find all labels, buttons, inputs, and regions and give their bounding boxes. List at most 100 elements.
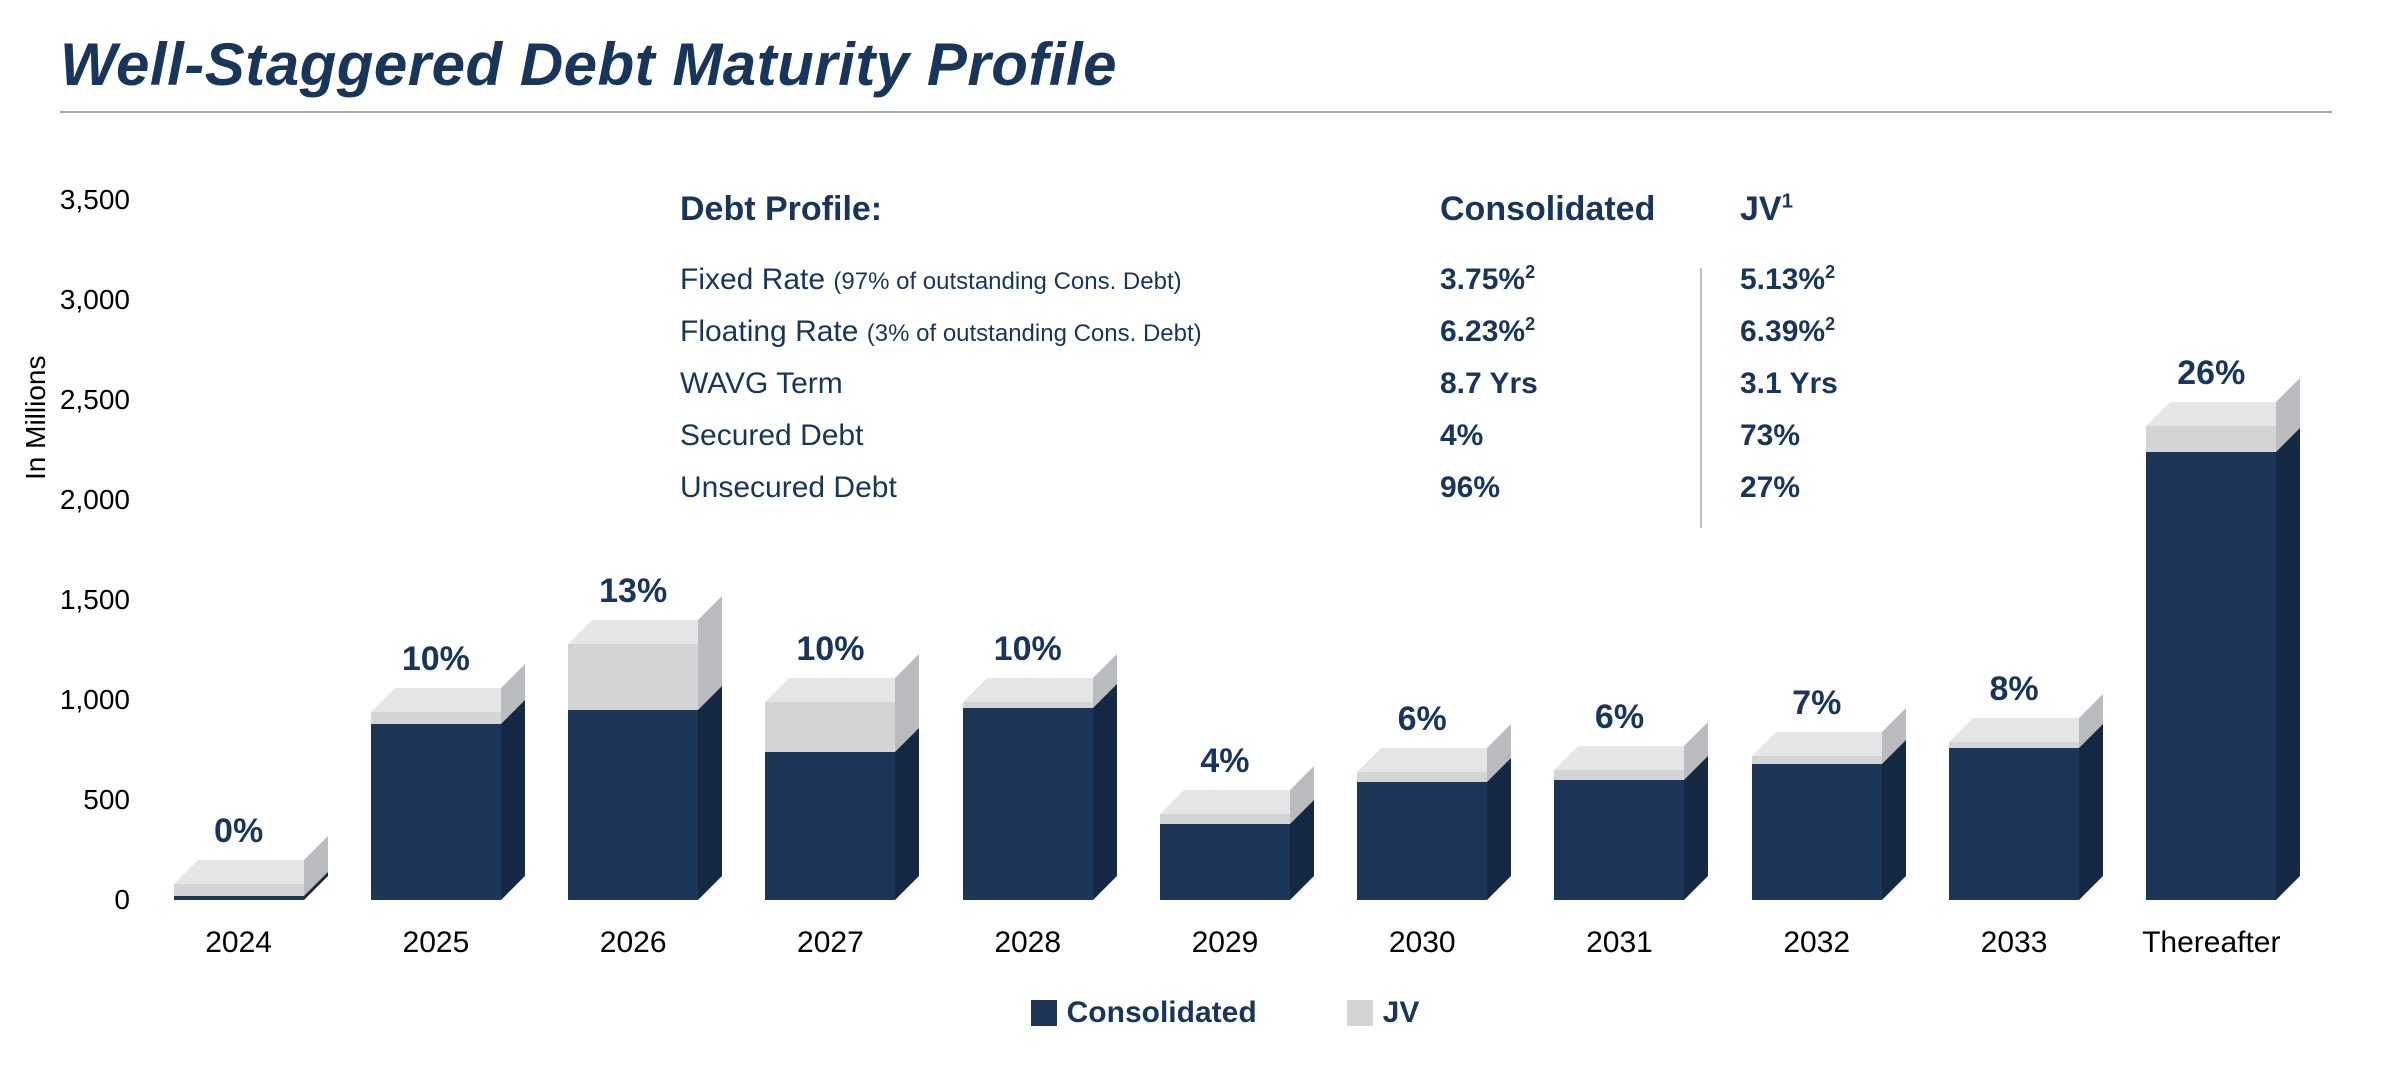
profile-header-cons: Consolidated [1440,190,1740,229]
profile-row-label: Secured Debt [680,415,1440,457]
bar-segment-consolidated [1554,780,1684,900]
y-tick: 2,500 [40,384,130,416]
profile-row-label: WAVG Term [680,363,1440,405]
bar-group: 6% [1539,770,1699,900]
bar-3d: 10% [765,702,895,900]
bar-segment-consolidated [568,710,698,900]
y-tick: 500 [40,784,130,816]
bar-pct-label: 0% [214,812,263,851]
x-label: 2030 [1342,926,1502,960]
bar-group: 0% [159,884,319,900]
bar-3d: 6% [1554,770,1684,900]
bar-segment-consolidated [1357,782,1487,900]
bar-segment-jv [568,644,698,710]
profile-header: Debt Profile: Consolidated JV1 [680,190,2020,229]
bar-3d: 10% [371,712,501,900]
profile-row-jv: 27% [1740,467,2000,509]
legend-swatch [1347,1000,1373,1026]
legend-label: Consolidated [1067,996,1257,1030]
profile-row: WAVG Term8.7 Yrs3.1 Yrs [680,363,2020,405]
bar-segment-jv [1949,742,2079,748]
bar-segment-consolidated [174,896,304,900]
profile-row-cons: 4% [1440,415,1740,457]
bar-3d: 8% [1949,742,2079,900]
y-tick: 1,500 [40,584,130,616]
bar-pct-label: 10% [402,640,470,679]
bar-segment-jv [1357,772,1487,782]
bar-3d: 10% [963,702,1093,900]
bar-3d: 7% [1752,756,1882,900]
legend-label: JV [1383,996,1420,1030]
chart-container: In Millions 05001,0001,5002,0002,5003,00… [40,200,2350,1020]
profile-row-jv: 5.13%2 [1740,259,2000,301]
bar-segment-jv [174,884,304,896]
bar-pct-label: 10% [796,630,864,669]
y-tick: 3,000 [40,284,130,316]
x-label: Thereafter [2131,926,2291,960]
bar-segment-jv [1160,814,1290,824]
profile-header-label: Debt Profile: [680,190,1440,229]
x-labels: 2024202520262027202820292030203120322033… [140,926,2310,960]
bar-segment-jv [765,702,895,752]
page-title: Well-Staggered Debt Maturity Profile [60,30,2332,99]
bar-pct-label: 26% [2177,354,2245,393]
bar-pct-label: 7% [1792,684,1841,723]
bar-pct-label: 4% [1200,742,1249,781]
bar-group: 13% [553,644,713,900]
profile-row-cons: 96% [1440,467,1740,509]
x-label: 2033 [1934,926,2094,960]
profile-row-cons: 6.23%2 [1440,311,1740,353]
legend-item: Consolidated [1031,996,1257,1030]
profile-rows: Fixed Rate (97% of outstanding Cons. Deb… [680,259,2020,509]
bar-group: 6% [1342,772,1502,900]
legend-swatch [1031,1000,1057,1026]
profile-row-label: Fixed Rate (97% of outstanding Cons. Deb… [680,259,1440,301]
x-label: 2026 [553,926,713,960]
bar-segment-consolidated [765,752,895,900]
debt-profile-table: Debt Profile: Consolidated JV1 Fixed Rat… [680,190,2020,519]
profile-row-cons: 3.75%2 [1440,259,1740,301]
profile-divider [1700,268,1702,528]
bar-segment-consolidated [1949,748,2079,900]
y-axis-label: In Millions [20,356,52,480]
bar-segment-consolidated [963,708,1093,900]
legend-item: JV [1347,996,1420,1030]
x-label: 2031 [1539,926,1699,960]
profile-row-jv: 3.1 Yrs [1740,363,2000,405]
bar-segment-jv [2146,426,2276,452]
bar-segment-jv [1752,756,1882,764]
bar-group: 4% [1145,814,1305,900]
bar-3d: 6% [1357,772,1487,900]
bar-3d: 26% [2146,426,2276,900]
title-rule [60,111,2332,113]
x-label: 2028 [948,926,1108,960]
bar-group: 10% [356,712,516,900]
bar-segment-jv [963,702,1093,708]
bar-segment-consolidated [1160,824,1290,900]
profile-row: Secured Debt4%73% [680,415,2020,457]
bar-pct-label: 8% [1989,670,2038,709]
bar-3d: 13% [568,644,698,900]
bar-segment-consolidated [371,724,501,900]
bar-segment-jv [1554,770,1684,780]
bar-pct-label: 6% [1595,698,1644,737]
profile-row-jv: 6.39%2 [1740,311,2000,353]
y-tick: 3,500 [40,184,130,216]
y-tick: 2,000 [40,484,130,516]
bar-3d: 0% [174,884,304,900]
bar-pct-label: 6% [1398,700,1447,739]
profile-row: Fixed Rate (97% of outstanding Cons. Deb… [680,259,2020,301]
legend: Consolidated JV [140,996,2310,1030]
bar-group: 7% [1737,756,1897,900]
bar-segment-consolidated [2146,452,2276,900]
profile-row: Floating Rate (3% of outstanding Cons. D… [680,311,2020,353]
x-label: 2032 [1737,926,1897,960]
bar-group: 8% [1934,742,2094,900]
bar-group: 10% [750,702,910,900]
bar-3d: 4% [1160,814,1290,900]
y-tick: 0 [40,884,130,916]
bar-segment-jv [371,712,501,724]
bar-segment-consolidated [1752,764,1882,900]
profile-row-cons: 8.7 Yrs [1440,363,1740,405]
profile-row: Unsecured Debt96%27% [680,467,2020,509]
